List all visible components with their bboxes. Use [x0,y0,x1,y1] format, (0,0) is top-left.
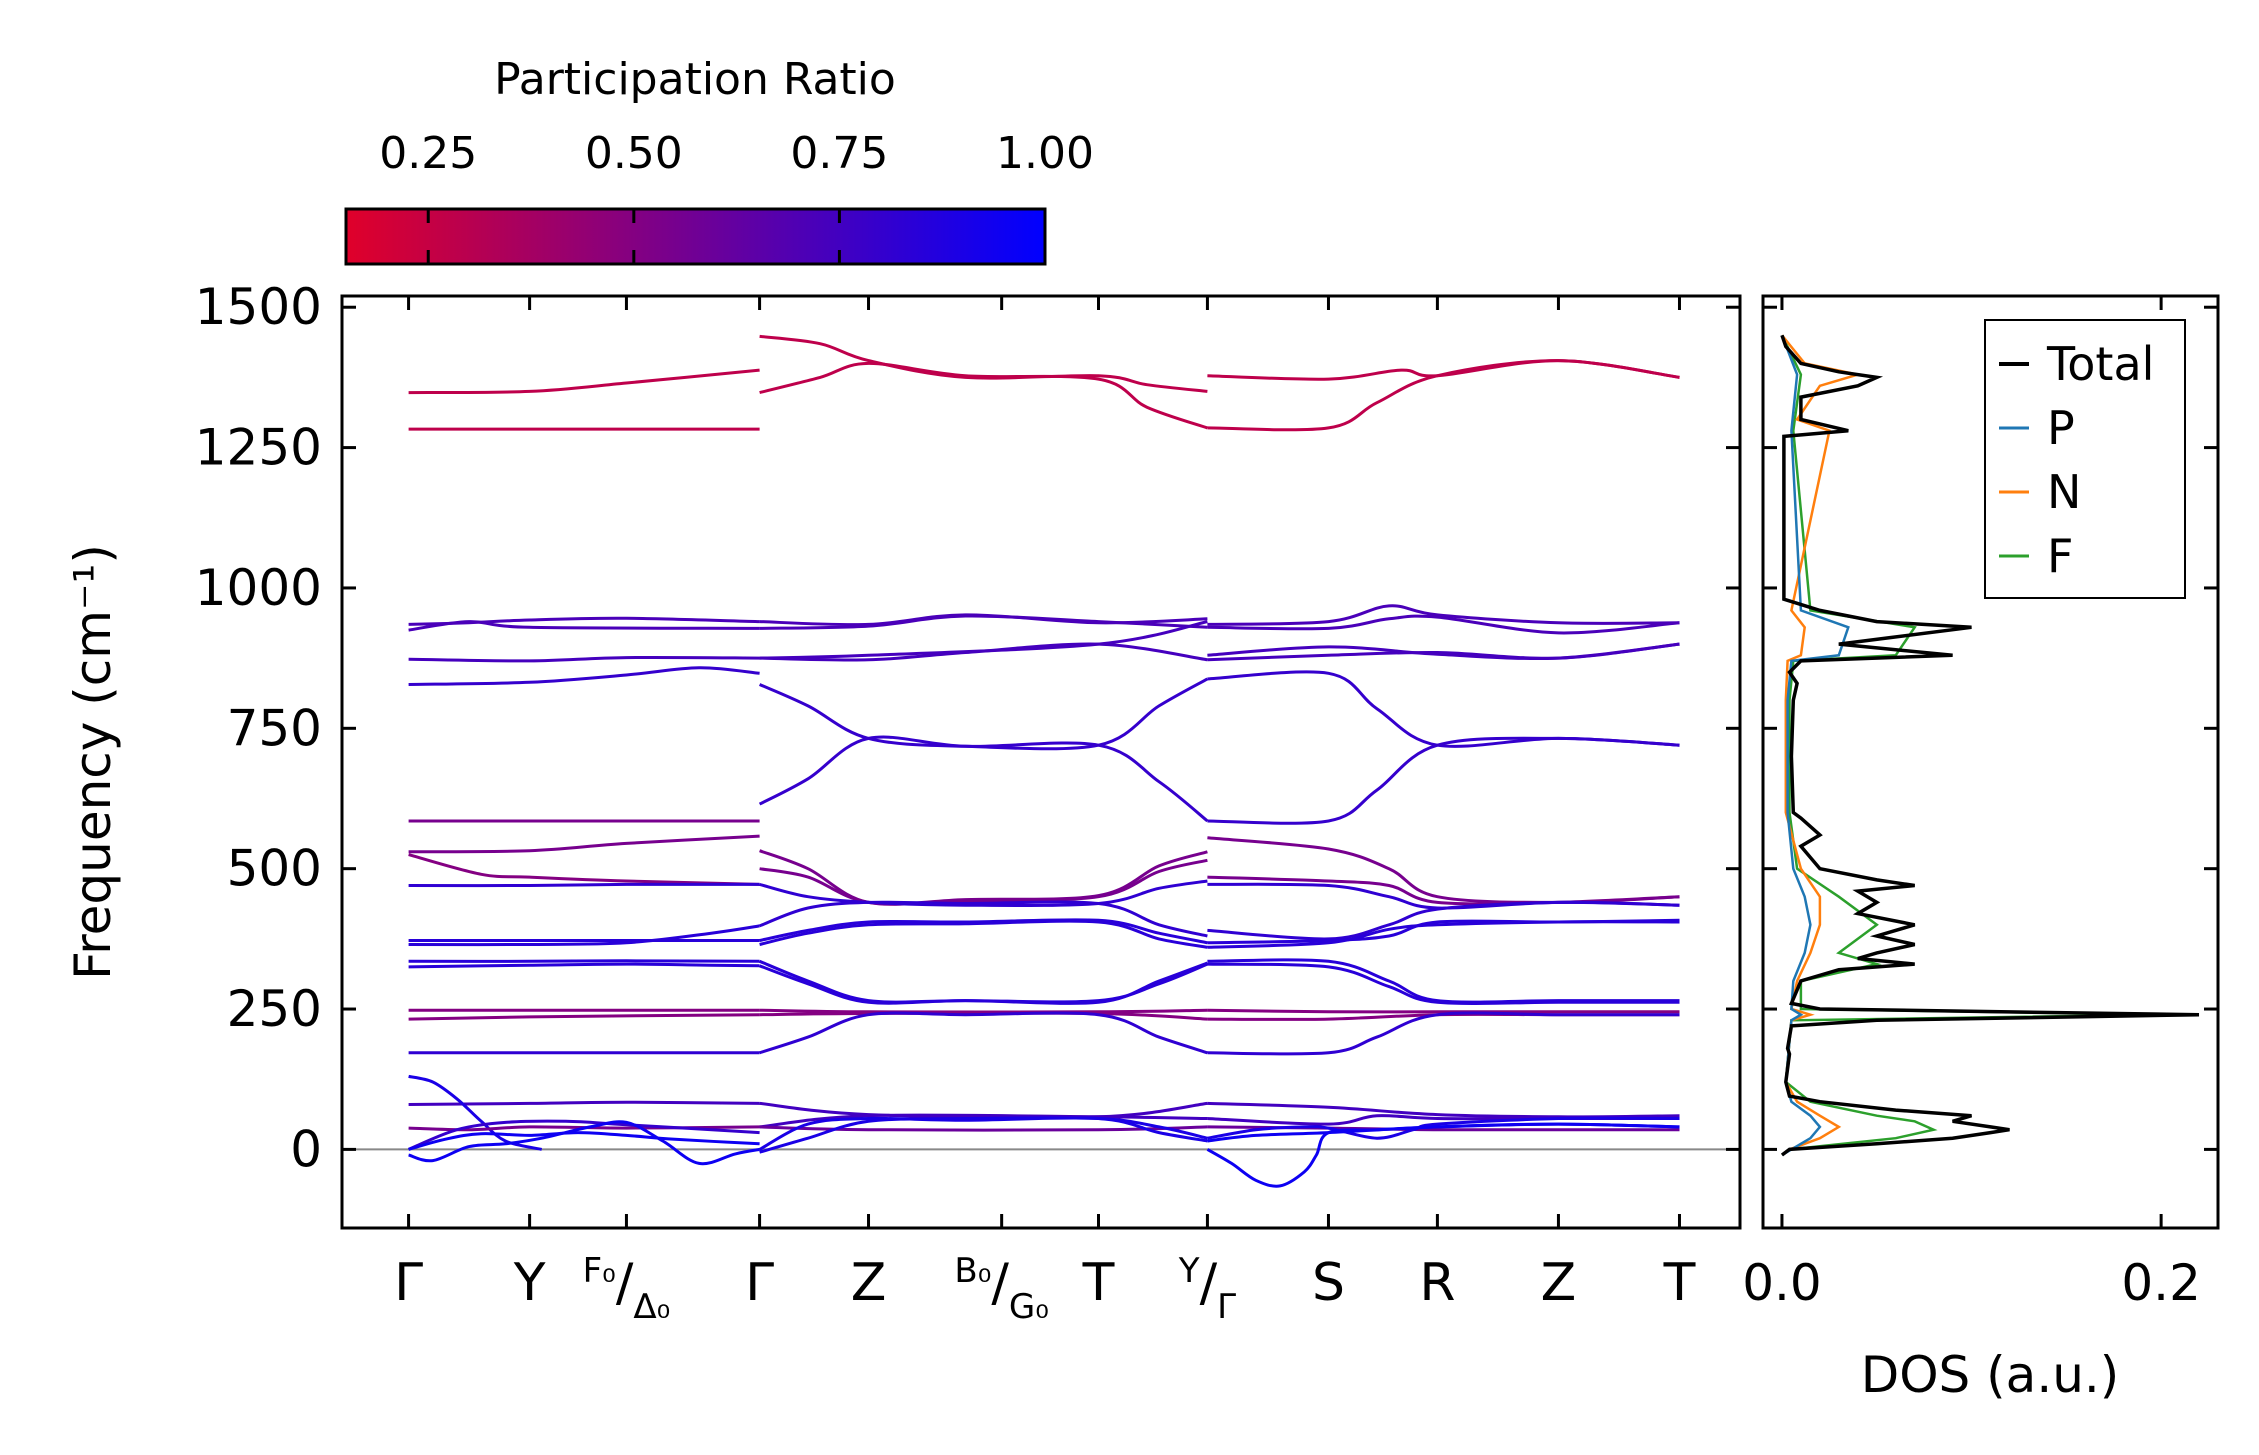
phonon-band [1207,1122,1680,1143]
phonon-band [408,882,760,888]
legend-box [1984,319,2186,599]
phonon-band [408,1100,760,1106]
phonon-band [758,1116,1208,1151]
band-structure-panel: 0 250 500 750 1000 1250 1500 Γ Y F₀/Δ₀ Γ Z B₀/G₀ T Y/Γ… [64,278,1742,1327]
y-tick-label: 1500 [195,278,322,336]
phonon-band [759,614,1208,630]
k-point-label: S [1312,1253,1345,1313]
phonon-band [408,853,760,886]
legend: Total PNF [1984,319,2186,599]
phonon-band [1207,962,1680,1005]
k-point-label: T [1663,1253,1696,1313]
k-point-label: Y [513,1253,546,1313]
phonon-band [759,1113,1208,1129]
phonon-band [408,1120,760,1166]
band-plot-frame [340,294,1742,1230]
phonon-band [1207,958,1680,1004]
legend-label: Total [2046,337,2154,391]
y-axis-label: Frequency (cm⁻¹) [64,544,122,980]
phonon-band [759,919,1208,949]
phonon-band [1207,1008,1680,1014]
k-point-label: Z [1541,1253,1577,1313]
colorbar-tick-label: 0.50 [585,128,683,179]
phonon-band [759,879,1208,907]
phonon-band [759,900,1208,938]
y-tick-label: 750 [227,699,322,757]
phonon-band [408,666,760,686]
y-tick-label: 500 [227,840,322,898]
k-point-label: Y/Γ [1178,1251,1236,1327]
phonon-band [758,735,1209,823]
phonon-band [408,368,760,395]
phonon-band [408,1013,760,1021]
k-point-label: B₀/G₀ [954,1251,1048,1327]
k-point-label: Γ [745,1253,774,1313]
phonon-band [1207,642,1680,662]
phonon-band [759,961,1208,1005]
phonon-band [408,834,760,854]
y-tick-label: 250 [227,980,322,1038]
phonon-band [759,858,1208,906]
dos-x-tick-label: 0.2 [2121,1254,2201,1312]
phonon-band [408,620,760,632]
phonon-band [1207,1011,1680,1056]
y-tick-label: 0 [290,1120,322,1178]
phonon-band [759,918,1208,945]
phonon-band [408,959,760,963]
y-tick-label: 1250 [195,419,322,477]
phonon-band [408,1119,760,1151]
dos-line-n [1781,334,1859,1157]
k-point-label: R [1419,1253,1455,1313]
phonon-band [1207,736,1680,825]
legend-label: P [2047,401,2075,455]
phonon-band [408,924,760,947]
colorbar: Participation Ratio 0.25 0.50 0.75 1.00 [344,54,1094,266]
phonon-band [1207,359,1680,432]
phonon-band [408,1131,760,1151]
phonon-band [759,1125,1208,1132]
colorbar-tick-label: 1.00 [996,128,1094,179]
dos-line-p [1780,334,1850,1157]
phonon-band [759,849,1208,906]
phonon-band [759,334,1208,393]
dos-panel: 0.0 0.2 DOS (a.u.) Total PNF [1742,294,2220,1404]
phonon-band [408,655,760,663]
phonon-band [408,962,760,969]
k-point-label: T [1082,1253,1115,1313]
y-tick-label: 1000 [195,559,322,617]
legend-label: F [2047,529,2073,583]
phonon-band [1207,1116,1680,1140]
phonon-band [759,361,1208,430]
colorbar-tick-label: 0.75 [790,128,888,179]
k-point-label: Γ [394,1253,423,1313]
dos-x-axis-label: DOS (a.u.) [1861,1346,2120,1404]
dos-plot-frame [1761,294,2220,1230]
colorbar-gradient [344,207,1047,266]
phonon-band [759,1116,1208,1154]
k-point-label: F₀/Δ₀ [583,1251,671,1327]
dos-x-tick-label: 0.0 [1742,1254,1822,1312]
phonon-band [1207,604,1680,626]
colorbar-title: Participation Ratio [494,54,896,105]
phonon-band [759,620,1208,660]
phonon-band [759,1011,1208,1055]
k-point-label: Z [851,1253,887,1313]
phonon-band [1207,900,1680,941]
dos-line-total [1780,334,2200,1157]
phonon-band [1207,614,1680,635]
legend-label: N [2047,465,2081,519]
colorbar-tick-label: 0.25 [379,128,477,179]
phonon-band [1207,920,1680,949]
